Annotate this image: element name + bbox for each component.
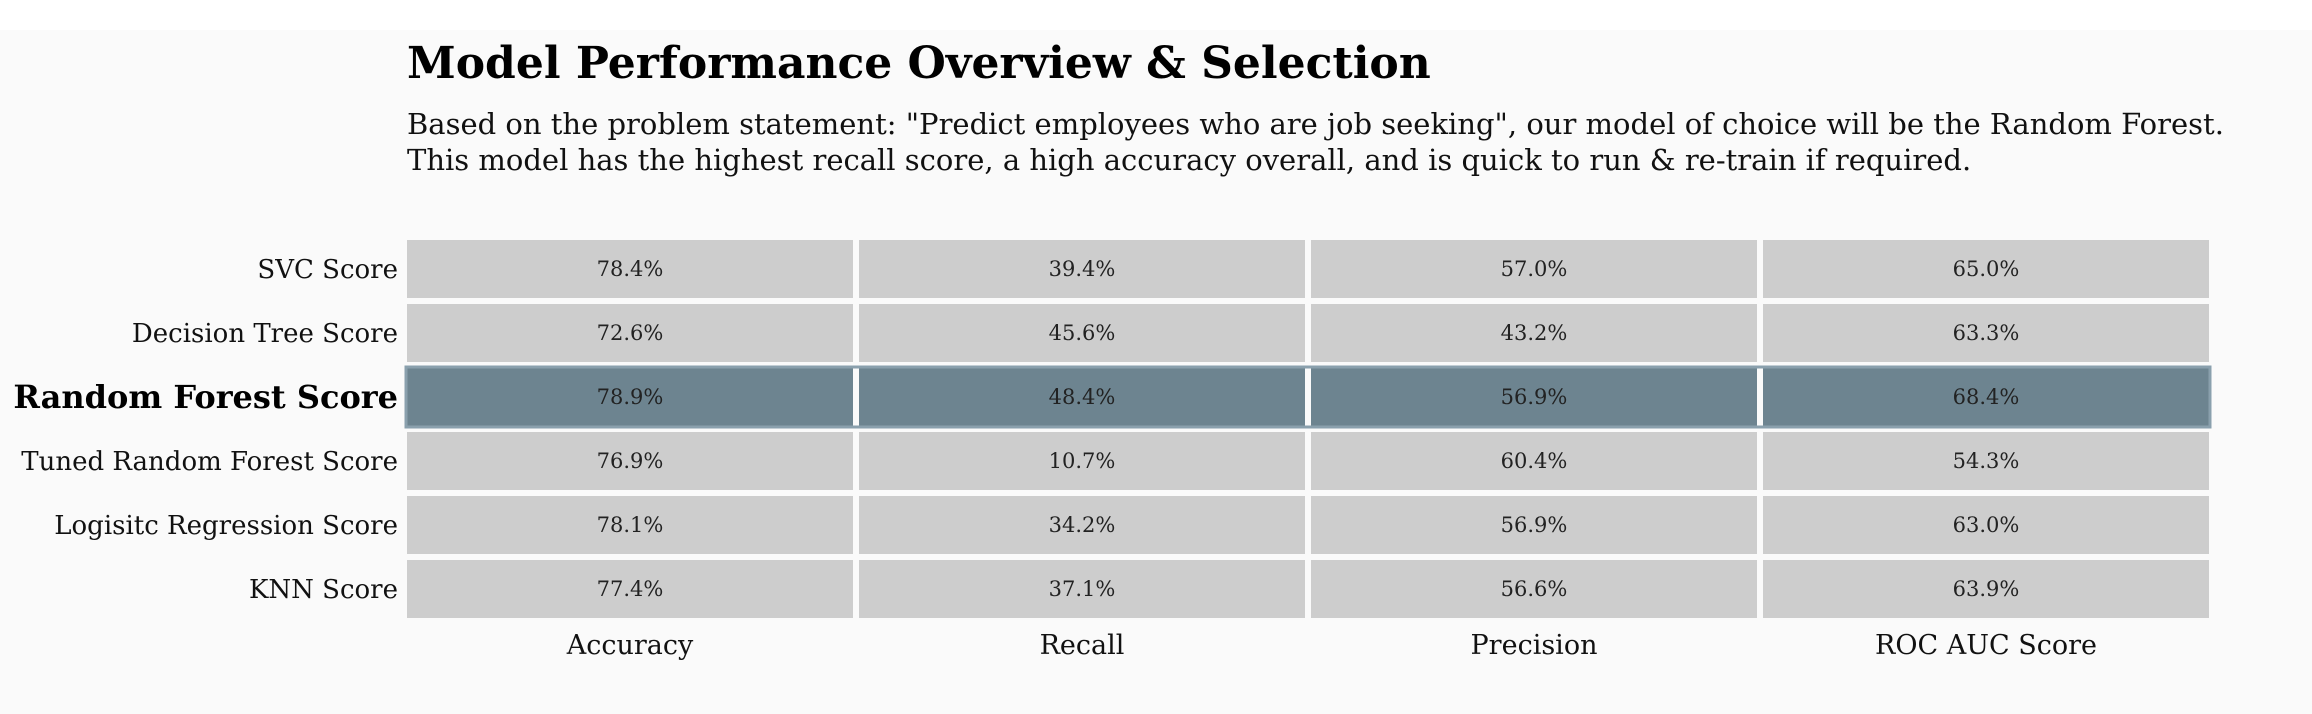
cell-value-svc-score-roc-auc-score: 65.0%: [1953, 257, 2020, 281]
chart-title: Model Performance Overview & Selection: [407, 38, 1431, 89]
row-label-decision-tree-score: Decision Tree Score: [132, 319, 398, 349]
heatmap-cell-svc-score-roc-auc-score: [1763, 240, 2209, 298]
row-label-knn-score: KNN Score: [249, 575, 398, 605]
column-label-precision: Precision: [1471, 630, 1598, 661]
heatmap-cell-svc-score-recall: [859, 240, 1305, 298]
heatmap-cell-knn-score-accuracy: [407, 560, 853, 618]
cell-value-decision-tree-score-roc-auc-score: 63.3%: [1953, 321, 2020, 345]
cell-value-knn-score-recall: 37.1%: [1049, 577, 1116, 601]
cell-value-decision-tree-score-recall: 45.6%: [1049, 321, 1116, 345]
heatmap-cell-svc-score-accuracy: [407, 240, 853, 298]
cell-value-random-forest-score-precision: 56.9%: [1501, 385, 1568, 409]
heatmap-cell-logisitc-regression-score-precision: [1311, 496, 1757, 554]
heatmap-cell-knn-score-precision: [1311, 560, 1757, 618]
chart-subtitle: Based on the problem statement: "Predict…: [407, 106, 2224, 178]
cell-value-knn-score-accuracy: 77.4%: [597, 577, 664, 601]
heatmap-cell-random-forest-score-precision: [1311, 368, 1757, 426]
highlighted-row-frame: [404, 365, 2212, 429]
cell-value-svc-score-recall: 39.4%: [1049, 257, 1116, 281]
cell-value-svc-score-precision: 57.0%: [1501, 257, 1568, 281]
subtitle-line-2: This model has the highest recall score,…: [407, 143, 1972, 177]
cell-value-knn-score-precision: 56.6%: [1501, 577, 1568, 601]
heatmap-cell-logisitc-regression-score-accuracy: [407, 496, 853, 554]
cell-value-tuned-random-forest-score-accuracy: 76.9%: [597, 449, 664, 473]
cell-value-random-forest-score-roc-auc-score: 68.4%: [1953, 385, 2020, 409]
heatmap-cell-random-forest-score-accuracy: [407, 368, 853, 426]
heatmap-cell-logisitc-regression-score-roc-auc-score: [1763, 496, 2209, 554]
heatmap-cell-tuned-random-forest-score-accuracy: [407, 432, 853, 490]
heatmap-cell-tuned-random-forest-score-recall: [859, 432, 1305, 490]
cell-value-random-forest-score-recall: 48.4%: [1049, 385, 1116, 409]
heatmap-cell-decision-tree-score-roc-auc-score: [1763, 304, 2209, 362]
cell-value-tuned-random-forest-score-roc-auc-score: 54.3%: [1953, 449, 2020, 473]
heatmap-cell-knn-score-recall: [859, 560, 1305, 618]
heatmap-cell-random-forest-score-roc-auc-score: [1763, 368, 2209, 426]
heatmap-cell-knn-score-roc-auc-score: [1763, 560, 2209, 618]
cell-value-decision-tree-score-accuracy: 72.6%: [597, 321, 664, 345]
subtitle-line-1: Based on the problem statement: "Predict…: [407, 107, 2224, 141]
row-label-tuned-random-forest-score: Tuned Random Forest Score: [21, 447, 398, 477]
cell-value-logisitc-regression-score-precision: 56.9%: [1501, 513, 1568, 537]
row-label-logisitc-regression-score: Logisitc Regression Score: [54, 511, 398, 541]
row-label-svc-score: SVC Score: [257, 255, 398, 285]
cell-value-logisitc-regression-score-recall: 34.2%: [1049, 513, 1116, 537]
column-label-accuracy: Accuracy: [566, 630, 694, 661]
cell-value-knn-score-roc-auc-score: 63.9%: [1953, 577, 2020, 601]
cell-value-decision-tree-score-precision: 43.2%: [1501, 321, 1568, 345]
cell-value-svc-score-accuracy: 78.4%: [597, 257, 664, 281]
cell-value-tuned-random-forest-score-recall: 10.7%: [1049, 449, 1116, 473]
cell-value-logisitc-regression-score-roc-auc-score: 63.0%: [1953, 513, 2020, 537]
column-label-recall: Recall: [1040, 630, 1125, 661]
heatmap-cell-decision-tree-score-precision: [1311, 304, 1757, 362]
heatmap-cell-decision-tree-score-accuracy: [407, 304, 853, 362]
cell-value-tuned-random-forest-score-precision: 60.4%: [1501, 449, 1568, 473]
column-label-roc-auc-score: ROC AUC Score: [1875, 630, 2097, 661]
heatmap-cell-svc-score-precision: [1311, 240, 1757, 298]
heatmap-cell-decision-tree-score-recall: [859, 304, 1305, 362]
heatmap-cell-tuned-random-forest-score-roc-auc-score: [1763, 432, 2209, 490]
cell-value-random-forest-score-accuracy: 78.9%: [597, 385, 664, 409]
heatmap-cell-logisitc-regression-score-recall: [859, 496, 1305, 554]
row-label-random-forest-score: Random Forest Score: [13, 378, 398, 416]
heatmap-cell-random-forest-score-recall: [859, 368, 1305, 426]
heatmap-cell-tuned-random-forest-score-precision: [1311, 432, 1757, 490]
cell-value-logisitc-regression-score-accuracy: 78.1%: [597, 513, 664, 537]
